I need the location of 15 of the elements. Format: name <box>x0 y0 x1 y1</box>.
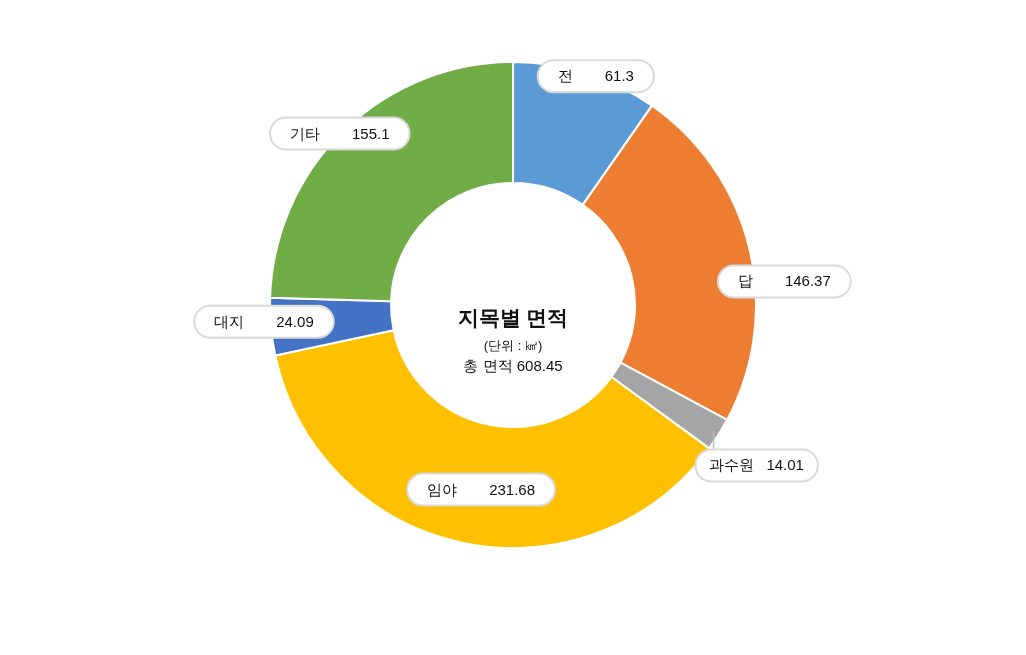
slice-label: 임야 <box>427 480 458 498</box>
slice-label: 기타 <box>290 124 321 142</box>
slice-label: 대지 <box>214 312 245 330</box>
data-label: 24.09 <box>276 312 314 330</box>
data-label: 61.3 <box>604 67 634 85</box>
data-label: 14.01 <box>766 456 804 474</box>
data-label: 231.68 <box>489 480 536 498</box>
text: 총 면적 608.45 <box>463 357 563 374</box>
data-label: 146.37 <box>784 272 831 290</box>
data-label: 155.1 <box>352 124 390 142</box>
text: 지목별 면적 <box>457 306 569 329</box>
slice-label: 전 <box>557 67 573 85</box>
slice-label: 과수원 <box>709 456 755 474</box>
slice-label: 답 <box>737 272 753 290</box>
text: (단위 : ㎢) <box>483 338 543 353</box>
